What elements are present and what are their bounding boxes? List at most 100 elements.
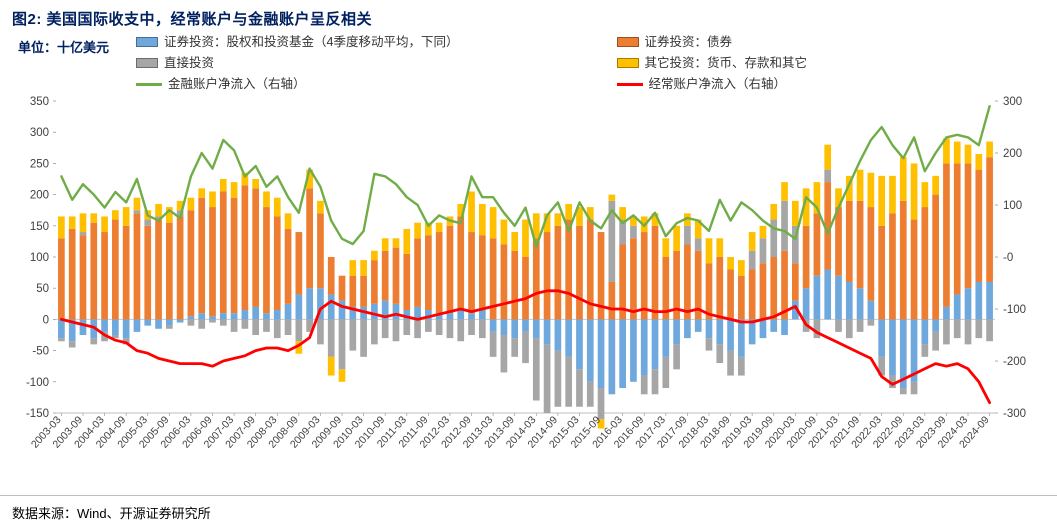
bar-segment [371,303,378,320]
bar-segment [694,238,702,251]
svg-text:0: 0 [43,314,49,326]
bar-segment [630,216,637,226]
bar-segment [446,319,454,339]
bar-segment [597,319,605,389]
bar-segment [155,216,162,220]
bar-segment [889,175,896,214]
bar-segment [835,319,842,332]
bar-segment [630,225,637,239]
bar-segment [392,303,400,320]
bar-segment [252,188,260,307]
svg-text:200: 200 [30,190,49,202]
bar-segment [112,210,119,220]
bar-segment [500,319,508,335]
bar-segment [468,232,475,314]
bar-segment [856,169,864,201]
bar-segment [414,222,421,239]
bar-segment [662,319,670,357]
bar-segment [133,197,141,211]
bar-segment [727,350,734,376]
bar-segment [133,213,141,320]
bar-segment [338,300,346,320]
bar-segment [673,250,680,320]
bar-segment [230,313,238,320]
bar-segment [899,200,907,320]
bar-segment [640,375,648,395]
bar-segment [198,313,206,320]
bar-segment [953,294,961,320]
bar-segment [79,319,87,335]
bar-segment [597,388,605,420]
chart-legend: 证券投资：股权和投资基金（4季度移动平均，下同） 证券投资：债券 直接投资 其它… [136,35,1047,91]
bar-segment [759,238,767,264]
data-source: 数据来源：Wind、开源证券研究所 [0,495,1057,530]
bar-segment [273,310,281,320]
bar-segment [414,238,421,307]
bar-segment [738,275,745,320]
bar-segment [468,313,475,320]
bar-segment [79,232,87,236]
bar-segment [79,235,87,320]
bar-segment [662,356,670,389]
bar-segment [273,216,281,311]
bar-segment [856,288,864,320]
bar-segment [187,210,195,317]
bar-segment [943,319,950,345]
bar-segment [543,213,551,233]
bar-segment [327,356,335,376]
bar-segment [101,331,108,342]
svg-text:350: 350 [30,96,49,108]
bar-segment [511,232,519,251]
bar-segment [835,188,842,208]
bar-segment [694,219,702,239]
svg-text:150: 150 [30,221,49,233]
bar-segment [122,338,130,345]
bar-segment [414,319,421,339]
bar-segment [619,219,626,245]
bar-segment [824,169,832,183]
bar-segment [630,319,637,382]
bar-segment [964,144,972,164]
bar-segment [58,338,65,342]
bar-segment [284,213,292,229]
bar-segment [705,238,713,264]
equity-swatch-icon [136,37,158,47]
bar-segment [532,213,540,239]
bar-segment [295,232,303,295]
bar-segment [835,275,842,320]
bar-segment [403,310,411,320]
bar-segment [295,341,303,354]
bar-segment [187,197,195,211]
left-axis-labels: 350 300 250 200 150 100 50 0 -50 -100 -150 [26,96,56,420]
bar-segment [694,250,702,320]
svg-text:-0: -0 [1003,252,1013,264]
bar-segment [813,275,821,320]
svg-text:100: 100 [1003,200,1022,212]
bar-segment [640,232,648,320]
bar-segment [489,238,497,320]
bar-segment [360,306,367,320]
bar-segment [241,172,249,186]
bar-segment [554,350,562,407]
bar-segment [975,169,983,282]
bar-segment [921,319,929,345]
bar-segment [791,225,799,264]
bar-segment [802,288,810,320]
bar-segment [727,257,734,270]
bar-segment [759,225,767,239]
bar-segment [899,388,907,395]
bar-segment [435,313,443,320]
bar-segment [155,219,162,320]
bar-segment [662,238,670,257]
financial-line-swatch-icon [136,82,162,86]
bar-segment [90,338,98,345]
bar-segment [176,216,184,320]
bar-segment [144,219,152,226]
bar-segment [522,257,529,320]
bar-segment [295,294,303,320]
bar-segment [943,306,950,320]
bar-segment [349,275,357,307]
bar-segment [813,182,821,214]
bar-segment [953,141,961,164]
bar-segment [781,319,788,335]
